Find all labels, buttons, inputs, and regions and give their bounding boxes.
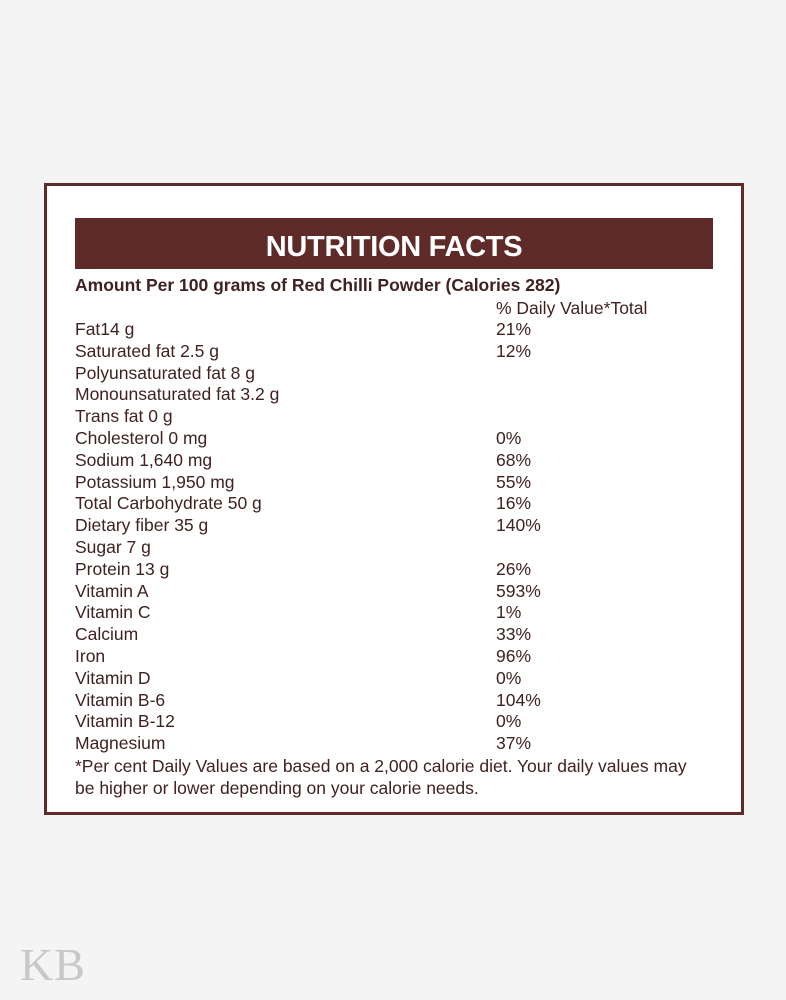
nutrient-row: Sodium 1,640 mg 68%	[75, 450, 715, 472]
nutrient-row: Trans fat 0 g	[75, 406, 715, 428]
nutrient-daily-value: 0%	[496, 711, 522, 732]
nutrient-daily-value: 0%	[496, 667, 522, 688]
nutrient-label: Sodium 1,640 mg	[75, 449, 213, 470]
nutrient-label: Dietary fiber 35 g	[75, 515, 209, 536]
nutrient-list: Fat14 g 21% Saturated fat 2.5 g 12% Polyunsa…	[75, 319, 715, 755]
kb-logo: KB	[20, 939, 86, 990]
nutrient-row: Monounsaturated fat 3.2 g	[75, 384, 715, 406]
nutrient-row: Vitamin A 593%	[75, 581, 715, 603]
nutrient-label: Monounsaturated fat 3.2 g	[75, 384, 280, 405]
nutrient-row: Vitamin D 0%	[75, 668, 715, 690]
nutrient-row: Calcium 33%	[75, 624, 715, 646]
nutrient-row: Protein 13 g 26%	[75, 559, 715, 581]
nutrient-label: Trans fat 0 g	[75, 406, 173, 427]
nutrient-label: Vitamin B-12	[75, 711, 175, 732]
nutrient-daily-value: 0%	[496, 427, 522, 448]
nutrient-label: Polyunsaturated fat 8 g	[75, 362, 255, 383]
nutrient-daily-value: 593%	[496, 580, 541, 601]
nutrient-row: Total Carbohydrate 50 g 16%	[75, 493, 715, 515]
nutrient-label: Vitamin C	[75, 602, 151, 623]
nutrient-label: Fat14 g	[75, 319, 135, 339]
nutrient-daily-value: 55%	[496, 471, 532, 492]
nutrient-label: Vitamin D	[75, 667, 151, 688]
nutrient-label: Vitamin B-6	[75, 689, 166, 710]
nutrient-label: Cholesterol 0 mg	[75, 427, 208, 448]
nutrient-row: Magnesium 37%	[75, 733, 715, 755]
nutrient-label: Total Carbohydrate 50 g	[75, 493, 262, 514]
nutrition-facts-title: NUTRITION FACTS	[75, 218, 713, 269]
nutrient-daily-value: 37%	[496, 733, 532, 754]
nutrient-row: Polyunsaturated fat 8 g	[75, 363, 715, 385]
nutrient-daily-value: 104%	[496, 689, 541, 710]
amount-per-serving: Amount Per 100 grams of Red Chilli Powde…	[75, 275, 561, 295]
nutrient-daily-value: 16%	[496, 493, 532, 514]
nutrient-daily-value: 21%	[496, 319, 532, 339]
nutrient-label: Iron	[75, 645, 106, 666]
nutrient-label: Magnesium	[75, 733, 166, 754]
nutrient-row: Saturated fat 2.5 g 12%	[75, 341, 715, 363]
nutrient-label: Vitamin A	[75, 580, 149, 601]
nutrition-panel	[44, 183, 744, 815]
nutrient-daily-value: 140%	[496, 515, 541, 536]
nutrient-label: Saturated fat 2.5 g	[75, 340, 219, 361]
footnote: *Per cent Daily Values are based on a 2,…	[75, 756, 687, 798]
nutrient-row: Fat14 g 21%	[75, 319, 715, 341]
nutrient-row: Sugar 7 g	[75, 537, 715, 559]
nutrient-row: Cholesterol 0 mg 0%	[75, 428, 715, 450]
nutrient-row: Iron 96%	[75, 646, 715, 668]
nutrient-row: Vitamin B-12 0%	[75, 711, 715, 733]
nutrient-row: Vitamin C 1%	[75, 602, 715, 624]
nutrient-row: Dietary fiber 35 g 140%	[75, 515, 715, 537]
nutrient-label: Calcium	[75, 624, 139, 645]
nutrient-label: Sugar 7 g	[75, 536, 151, 557]
nutrient-daily-value: 26%	[496, 558, 532, 579]
daily-value-header: % Daily Value*Total	[496, 298, 648, 318]
nutrient-label: Potassium 1,950 mg	[75, 471, 235, 492]
nutrient-label: Protein 13 g	[75, 558, 170, 579]
nutrient-row: Potassium 1,950 mg 55%	[75, 472, 715, 494]
nutrient-row: Vitamin B-6 104%	[75, 690, 715, 712]
nutrient-daily-value: 33%	[496, 624, 532, 645]
nutrient-daily-value: 1%	[496, 602, 522, 623]
nutrient-daily-value: 12%	[496, 340, 532, 361]
nutrient-daily-value: 96%	[496, 645, 532, 666]
nutrient-daily-value: 68%	[496, 449, 532, 470]
